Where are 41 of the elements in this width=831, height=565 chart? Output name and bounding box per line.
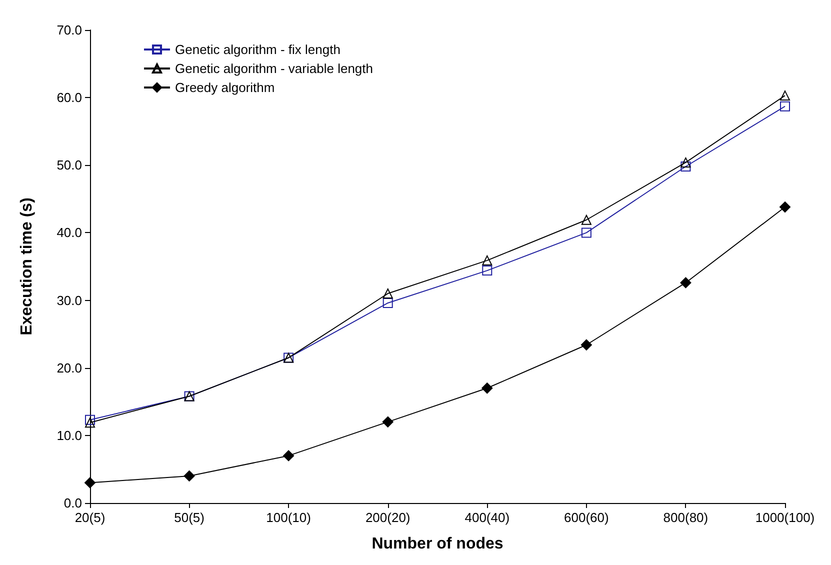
point [680, 161, 691, 172]
point [680, 157, 691, 168]
x-tick-label: 20(5) [74, 510, 106, 525]
point [84, 477, 96, 488]
point [482, 255, 492, 266]
legend-label: Greedy algorithm [175, 80, 275, 95]
x-tick-label: 200(20) [365, 510, 410, 525]
y-tick-label: 30.0 [56, 292, 82, 308]
y-tick-label: 40.0 [56, 225, 82, 240]
point [382, 288, 393, 299]
y-tick-label: 60.0 [56, 90, 82, 106]
legend-label: Genetic algorithm - fix length [175, 42, 340, 57]
x-axis-title: Number of nodes [372, 536, 504, 552]
point [581, 228, 592, 238]
point [580, 339, 592, 350]
y-tick-label: 70.0 [56, 22, 82, 38]
point [482, 266, 492, 276]
y-tick-label: 20.0 [56, 360, 82, 376]
y-axis-title: Execution time (s) [18, 198, 36, 336]
x-tick-label: 50(5) [174, 510, 204, 525]
point [85, 418, 95, 428]
x-tick-label: 1000(100) [755, 510, 815, 525]
x-tick-label: 600(60) [564, 510, 609, 525]
point [780, 101, 790, 112]
point [482, 382, 493, 394]
y-tick-label: 10.0 [56, 428, 82, 443]
x-tick-label: 400(40) [464, 510, 510, 525]
point [780, 202, 790, 213]
point [680, 277, 692, 288]
point [382, 416, 394, 428]
point [85, 414, 95, 425]
point [382, 298, 393, 308]
y-tick-label: 0.0 [64, 496, 82, 510]
point [283, 450, 294, 462]
legend-label: Genetic algorithm - variable length [175, 61, 373, 76]
point [780, 90, 790, 101]
point [184, 470, 195, 482]
y-tick-label: 50.0 [56, 158, 82, 173]
x-tick-label: 100(10) [266, 510, 311, 525]
x-tick-label: 800(80) [663, 510, 708, 525]
point [581, 214, 592, 225]
